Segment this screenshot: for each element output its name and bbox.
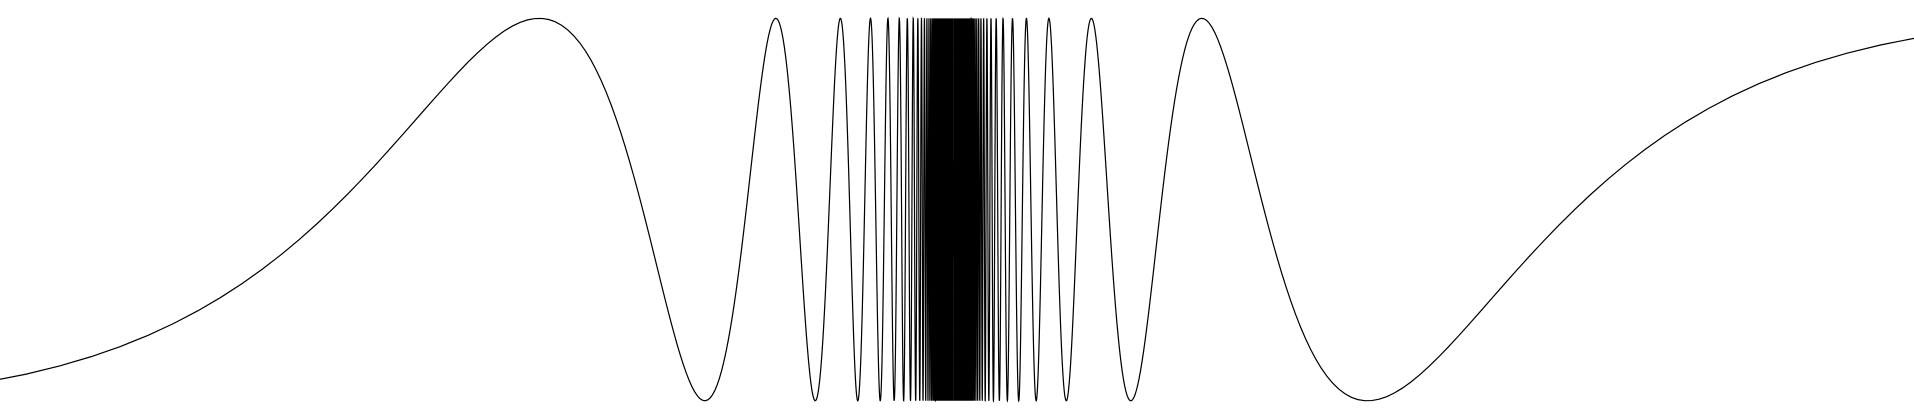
oscillating-curve — [0, 16, 1914, 404]
